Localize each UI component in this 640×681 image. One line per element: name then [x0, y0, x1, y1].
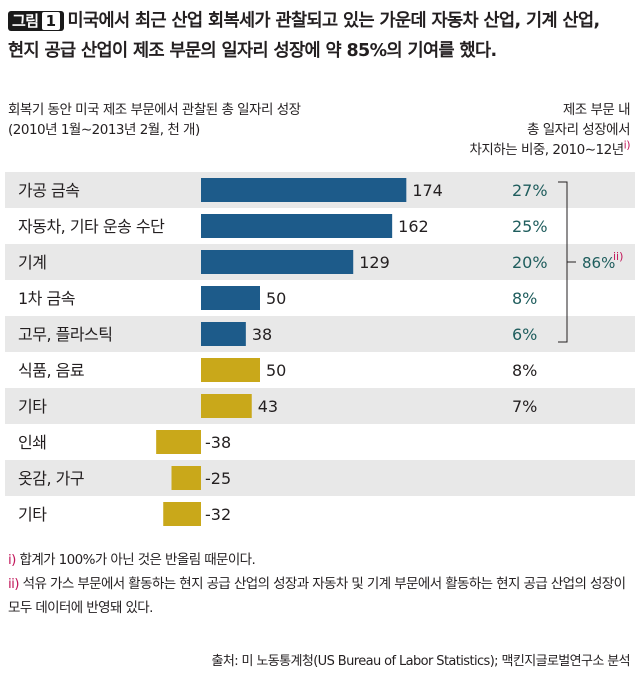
bar: [201, 358, 260, 382]
group-total-label: 86%: [582, 254, 615, 272]
subtitle-right-line-1: 제조 부문 내: [562, 102, 631, 118]
footnote-mark-i: i): [623, 138, 631, 152]
row-shade: [5, 316, 635, 352]
figure-title: 그림 1 미국에서 최근 산업 회복세가 관찰되고 있는 가운데 자동차 산업, 기…: [8, 6, 633, 66]
bar: [171, 466, 201, 490]
share-label: 20%: [512, 253, 548, 272]
bar-chart: 가공 금속 174 27% 자동차, 기타 운송 수단 162 25% 기계 129 20% 1차…: [5, 172, 635, 526]
category-label: 기계: [18, 253, 46, 272]
value-label: 162: [398, 217, 429, 236]
share-label: 8%: [512, 289, 537, 308]
category-label: 가공 금속: [18, 181, 79, 200]
share-label: 8%: [512, 361, 537, 380]
value-label: -25: [205, 469, 231, 488]
value-label: -38: [205, 433, 231, 452]
value-label: 43: [258, 397, 278, 416]
share-label: 25%: [512, 217, 548, 236]
share-label: 6%: [512, 325, 537, 344]
chart-subtitle-right: 제조 부문 내 총 일자리 성장에서 차지하는 비중, 2010∼12년i): [469, 100, 630, 160]
title-line-2: 현지 공급 산업이 제조 부문의 일자리 성장에 약 85%의 기여를 했다.: [8, 41, 497, 61]
value-label: 38: [252, 325, 272, 344]
bar: [163, 502, 201, 526]
footnotes: i) 합계가 100%가 아닌 것은 반올림 때문이다. ii) 석유 가스 부…: [8, 548, 633, 620]
title-line-1: 미국에서 최근 산업 회복세가 관찰되고 있는 가운데 자동차 산업, 기계 산…: [67, 11, 601, 31]
figure-badge: 그림 1: [8, 11, 64, 31]
value-label: 50: [266, 289, 286, 308]
bar: [156, 430, 201, 454]
bar: [201, 394, 252, 418]
chart-subtitle-left: 회복기 동안 미국 제조 부문에서 관찰된 총 일자리 성장 (2010년 1월…: [8, 100, 301, 140]
footnote-2: ii) 석유 가스 부문에서 활동하는 현지 공급 산업의 성장과 자동차 및 …: [8, 576, 626, 616]
bar: [201, 214, 393, 238]
value-label: 50: [266, 361, 286, 380]
category-label: 고무, 플라스틱: [18, 325, 113, 344]
category-label: 식품, 음료: [18, 361, 84, 380]
bar: [201, 322, 246, 346]
share-label: 7%: [512, 397, 537, 416]
category-label: 기타: [18, 397, 47, 416]
value-label: -32: [205, 505, 231, 524]
bar: [201, 178, 407, 202]
category-label: 기타: [18, 505, 47, 524]
category-label: 인쇄: [18, 433, 46, 452]
share-label: 27%: [512, 181, 548, 200]
bar: [201, 250, 354, 274]
category-label: 옷감, 가구: [18, 469, 84, 488]
group-total-mark: ii): [613, 250, 623, 263]
subtitle-left-line-2: (2010년 1월∼2013년 2월, 천 개): [8, 122, 200, 138]
footnote-1: i) 합계가 100%가 아닌 것은 반올림 때문이다.: [8, 552, 256, 568]
row-shade: [5, 388, 635, 424]
source-credit: 출처: 미 노동통계청(US Bureau of Labor Statistic…: [211, 654, 630, 669]
category-label: 1차 금속: [18, 289, 75, 308]
subtitle-right-line-2: 총 일자리 성장에서: [527, 122, 630, 138]
row-shade: [5, 460, 635, 496]
category-label: 자동차, 기타 운송 수단: [18, 217, 165, 236]
bar: [201, 286, 260, 310]
subtitle-right-line-3: 차지하는 비중, 2010∼12년: [469, 142, 624, 158]
value-label: 129: [359, 253, 390, 272]
subtitle-left-line-1: 회복기 동안 미국 제조 부문에서 관찰된 총 일자리 성장: [8, 102, 301, 118]
value-label: 174: [412, 181, 443, 200]
